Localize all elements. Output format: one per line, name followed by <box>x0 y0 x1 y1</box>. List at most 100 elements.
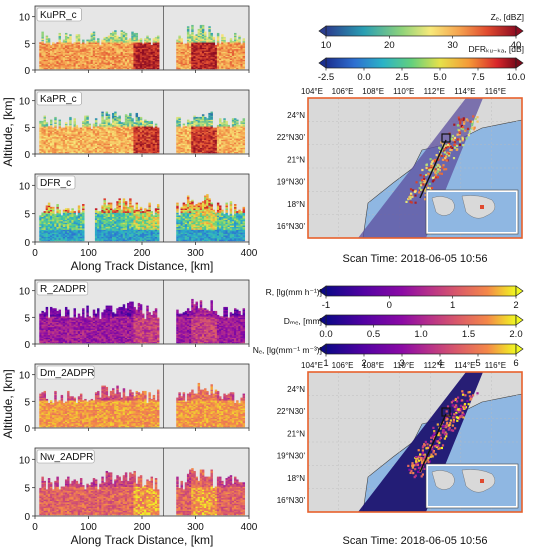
shared-labels: Altitude, [km] Altitude, [km] Along Trac… <box>1 97 213 547</box>
satellite-swath <box>358 372 483 512</box>
y-tick-label: 0 <box>24 238 30 249</box>
latitude-label: 24°N <box>287 111 305 120</box>
latitude-label: 22°N30' <box>277 133 306 142</box>
y-tick-label: 5 <box>24 397 30 408</box>
colorbar-tick-label: 5.0 <box>433 72 446 83</box>
latitude-label: 16°N30' <box>277 496 306 505</box>
colorbar-label: Zₑ, [dBZ] <box>491 12 524 22</box>
y-tick-label: 0 <box>24 66 30 77</box>
longitude-label: 116°E <box>485 87 506 96</box>
panel-kapr-c: 0 5 10 KaPR_c <box>19 89 250 161</box>
y-tick-label: 5 <box>24 484 30 495</box>
longitude-label: 108°E <box>362 87 384 96</box>
x-tick-label: 200 <box>134 522 151 533</box>
y-tick-label: 10 <box>19 371 31 382</box>
track-line <box>419 413 447 473</box>
maps: 104°E 106°E 108°E 110°E 112°E 114°E 116°E 24°N 2… <box>277 87 523 547</box>
x-tick-label: 300 <box>187 522 204 533</box>
colorbar-tick-label: 5 <box>475 358 480 369</box>
longitude-label: 112°E <box>424 361 445 370</box>
latitude-label: 21°N <box>287 429 305 438</box>
colorbar-label: Nₑ, [lg(mm⁻¹ m⁻³)] <box>253 345 322 355</box>
colorbar-tick-label: 6 <box>513 358 518 369</box>
map-panel: 104°E 106°E 108°E 110°E 112°E 114°E 116°E 24°N 2… <box>277 361 523 547</box>
colorbar-tick-label: 0.0 <box>357 72 370 83</box>
colorbar-tick-label: 2.5 <box>395 72 408 83</box>
colorbar: DFRₖᵤ₋ₖₐ, [dB] -2.5 0.0 2.5 5.0 7.5 10.0 <box>318 44 525 83</box>
panel-title: Dm_2ADPR <box>40 368 94 379</box>
colorbar: Nₑ, [lg(mm⁻¹ m⁻³)]1 2 3 4 5 6 <box>253 343 524 369</box>
longitude-label: 104°E <box>301 361 323 370</box>
colorbar-tick-label: 0.5 <box>367 329 380 340</box>
colorbar-tick-label: -1 <box>322 300 330 311</box>
colorbar: R, [lg(mm h⁻¹)]-1 0 1 2 <box>266 285 524 311</box>
y-tick-label: 5 <box>24 313 30 324</box>
latitude-label: 18°N <box>287 474 305 483</box>
heatmap-cells <box>39 24 246 70</box>
longitude-label: 112°E <box>424 87 445 96</box>
longitude-label: 110°E <box>393 361 414 370</box>
colorbar-label: R, [lg(mm h⁻¹)] <box>266 287 322 297</box>
heatmap-cells <box>39 468 246 516</box>
panel-kupr-c: 0 5 10 KuPR_c <box>19 5 250 77</box>
colorbar-tick-label: -2.5 <box>318 72 334 83</box>
colorbar-tick-label: 7.5 <box>471 72 484 83</box>
ylabel-top: Altitude, [km] <box>1 97 15 166</box>
colorbar-tick-label: 2.0 <box>509 329 522 340</box>
longitude-label: 108°E <box>362 361 384 370</box>
latitude-label: 18°N <box>287 200 305 209</box>
y-tick-label: 5 <box>24 210 30 221</box>
latitude-label: 22°N30' <box>277 407 306 416</box>
colorbar-tick-label: 0 <box>387 300 392 311</box>
colorbar-tick-label: 10 <box>321 40 332 51</box>
scan-time: Scan Time: 2018-06-05 10:56 <box>343 535 488 547</box>
x-tick-label: 100 <box>80 522 97 533</box>
scan-time: Scan Time: 2018-06-05 10:56 <box>343 253 488 265</box>
y-tick-label: 10 <box>19 181 31 192</box>
track-line <box>419 139 447 199</box>
x-tick-label: 400 <box>241 248 258 259</box>
colorbar-tick-label: 4 <box>437 358 442 369</box>
colorbar-tick-label: 40 <box>511 40 522 51</box>
longitude-label: 106°E <box>332 87 354 96</box>
colorbar: Dₘₑ, [mm] 0.0 0.5 1.0 1.5 2.0 <box>284 314 524 340</box>
longitude-label: 114°E <box>454 87 475 96</box>
panel-title: DFR_c <box>40 178 71 189</box>
y-tick-label: 5 <box>24 39 30 50</box>
x-tick-label: 400 <box>241 522 258 533</box>
longitude-label: 106°E <box>332 361 354 370</box>
y-tick-label: 10 <box>19 97 31 108</box>
satellite-swath <box>358 98 483 238</box>
heatmap-cells <box>39 111 246 154</box>
colorbar-tick-label: 3 <box>399 358 404 369</box>
panel-r-2adpr: 0 5 10 R_2ADPR <box>19 279 250 351</box>
y-tick-label: 10 <box>19 287 31 298</box>
x-tick-label: 0 <box>32 248 38 259</box>
x-tick-label: 0 <box>32 522 38 533</box>
colorbar-label: Dₘₑ, [mm] <box>284 316 322 326</box>
colorbar-tick-label: 0.0 <box>319 329 332 340</box>
colorbar-tick-label: 1 <box>323 358 328 369</box>
y-tick-label: 0 <box>24 424 30 435</box>
longitude-label: 114°E <box>454 361 475 370</box>
y-tick-label: 0 <box>24 340 30 351</box>
heatmap-cells <box>39 298 246 344</box>
latitude-label: 21°N <box>287 155 305 164</box>
heatmap-cells <box>39 382 246 428</box>
panel-title: KaPR_c <box>40 94 77 105</box>
x-tick-label: 100 <box>80 248 97 259</box>
colorbar: Zₑ, [dBZ] 10 20 30 40 <box>318 12 524 51</box>
colorbar-label: DFRₖᵤ₋ₖₐ, [dB] <box>469 44 524 54</box>
y-tick-label: 10 <box>19 13 31 24</box>
map-panel: 104°E 106°E 108°E 110°E 112°E 114°E 116°E 24°N 2… <box>277 87 523 265</box>
latitude-label: 24°N <box>287 385 305 394</box>
precipitation-overlay <box>405 115 479 204</box>
y-tick-label: 0 <box>24 512 30 523</box>
ylabel-bottom: Altitude, [km] <box>1 369 15 438</box>
y-tick-label: 5 <box>24 123 30 134</box>
